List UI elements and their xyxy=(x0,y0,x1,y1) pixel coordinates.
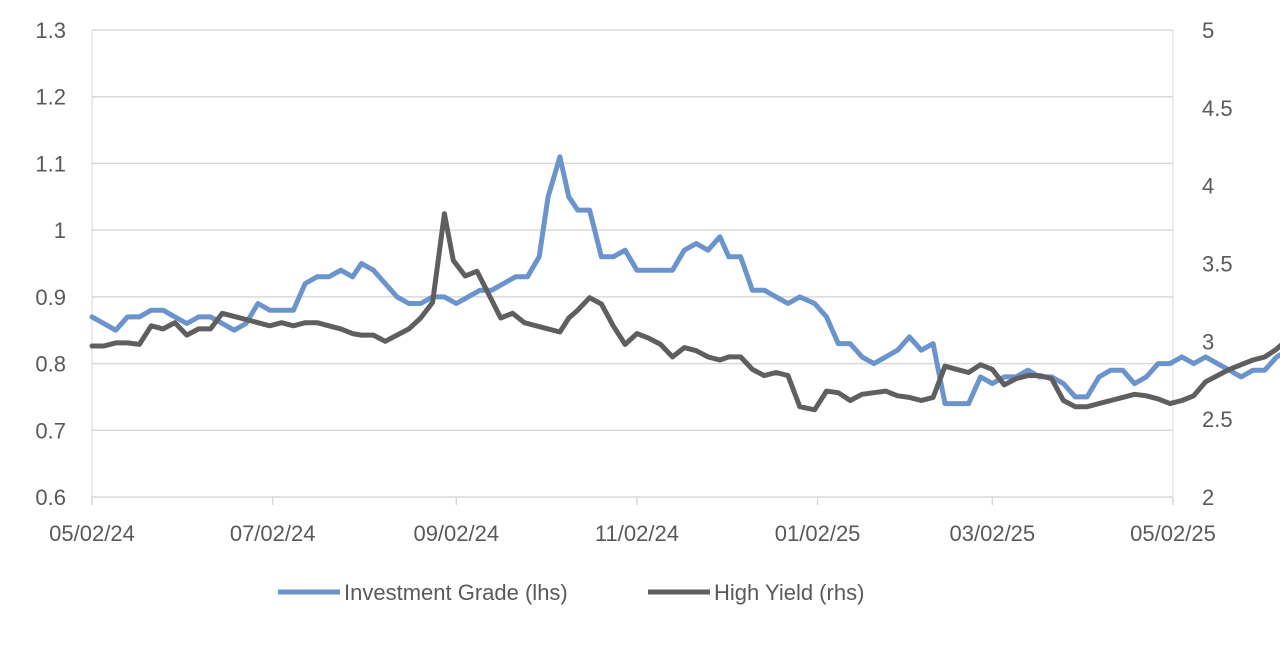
left-axis-tick-labels: 0.6 0.7 0.8 0.9 1 1.1 1.2 1.3 xyxy=(35,18,66,510)
x-tick-label: 11/02/24 xyxy=(595,521,679,546)
left-tick-label: 0.7 xyxy=(35,418,66,443)
left-tick-label: 1.2 xyxy=(35,85,66,110)
high-yield-line xyxy=(89,211,1280,413)
left-tick-label: 1.1 xyxy=(35,151,66,176)
right-tick-label: 5 xyxy=(1202,18,1214,43)
right-tick-label: 3 xyxy=(1202,329,1214,354)
gridlines xyxy=(92,29,1173,432)
legend: Investment Grade (lhs) High Yield (rhs) xyxy=(278,580,864,605)
right-tick-label: 3.5 xyxy=(1202,252,1233,277)
series-lines xyxy=(89,154,1280,413)
x-tick-label: 05/02/25 xyxy=(1130,521,1216,546)
x-tick-label: 05/02/24 xyxy=(49,521,135,546)
right-tick-label: 2.5 xyxy=(1202,407,1233,432)
x-tick-label: 03/02/25 xyxy=(950,521,1036,546)
left-tick-label: 1 xyxy=(54,218,66,243)
left-tick-label: 0.6 xyxy=(35,485,66,510)
right-tick-label: 2 xyxy=(1202,485,1214,510)
investment-grade-line xyxy=(89,154,1280,407)
left-tick-label: 1.3 xyxy=(35,18,66,43)
high-yield-legend-label: High Yield (rhs) xyxy=(714,580,864,605)
left-tick-label: 0.9 xyxy=(35,285,66,310)
x-tick-label: 09/02/24 xyxy=(413,521,499,546)
x-tick-label: 07/02/24 xyxy=(230,521,316,546)
right-axis-tick-labels: 2 2.5 3 3.5 4 4.5 5 xyxy=(1202,18,1233,510)
x-tick-label: 01/02/25 xyxy=(775,521,861,546)
right-tick-label: 4.5 xyxy=(1202,96,1233,121)
left-tick-label: 0.8 xyxy=(35,352,66,377)
x-axis-ticks: 05/02/24 07/02/24 09/02/24 11/02/24 01/02/25… xyxy=(49,497,1216,546)
investment-grade-legend-label: Investment Grade (lhs) xyxy=(344,580,568,605)
right-tick-label: 4 xyxy=(1202,174,1214,199)
